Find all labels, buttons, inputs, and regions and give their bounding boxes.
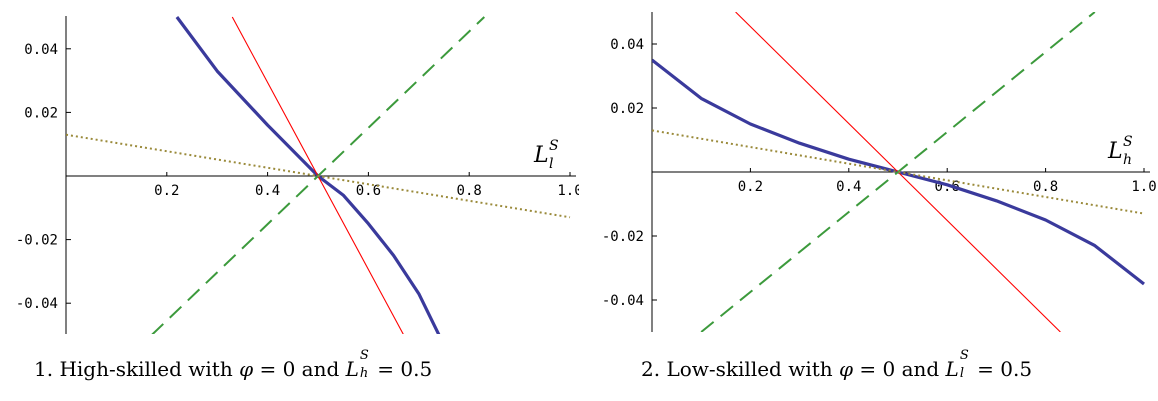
x-tick-label: 0.6 <box>356 183 381 199</box>
axis-label-sub: l <box>549 156 553 172</box>
x-tick-label: 0.8 <box>1033 179 1058 195</box>
axis-label-sup: S <box>1123 134 1133 150</box>
caption-1-prefix: 1. High-skilled with <box>34 357 240 381</box>
series-group <box>652 12 1145 332</box>
y-tick-label: 0.04 <box>24 42 58 58</box>
caption-1-sup: S <box>359 348 369 363</box>
caption-2-sup: S <box>959 348 969 363</box>
caption-2-prefix: 2. Low-skilled with <box>641 357 839 381</box>
caption-1-suffix: = 0.5 <box>370 357 433 381</box>
chart-1: 0.2 0.4 0.6 0.8 1.0 0.04 0.02 -0.02 -0.04 L Sl <box>16 16 579 334</box>
series-line-dotted <box>652 129 1145 215</box>
y-tick-label: -0.02 <box>602 229 644 245</box>
y-tick-label: 0.04 <box>610 37 644 53</box>
series-line-dotted <box>66 133 571 219</box>
x-tick-label: 1.0 <box>1131 179 1156 195</box>
axis-label-base: L <box>533 143 549 168</box>
caption-1-phi: φ <box>239 357 254 381</box>
series-line-thick-solid <box>175 16 441 334</box>
x-tick-label: 0.2 <box>738 179 763 195</box>
caption-2-phi: φ <box>839 357 854 381</box>
axis-label-base: L <box>1107 139 1123 164</box>
series-group <box>66 16 571 334</box>
caption-1-mid: = 0 and <box>253 357 346 381</box>
x-tick-label: 1.0 <box>557 183 579 199</box>
y-tick-label: 0.02 <box>24 105 58 121</box>
caption-2-mid: = 0 and <box>853 357 946 381</box>
axis-label-sub: h <box>1123 152 1132 168</box>
x-tick-label: 0.4 <box>255 183 280 199</box>
x-tick-label: 0.4 <box>836 179 861 195</box>
caption-2-suffix: = 0.5 <box>970 357 1033 381</box>
series-line-dashed <box>700 12 1096 332</box>
caption-1-sub: h <box>359 366 369 381</box>
axis-label-sup: S <box>549 138 559 154</box>
y-tick-label: -0.04 <box>16 296 58 312</box>
x-tick-label: 0.8 <box>457 183 482 199</box>
x-tick-label: 0.2 <box>154 183 179 199</box>
caption-2-sub: l <box>959 366 964 381</box>
y-tick-label: -0.04 <box>602 293 644 309</box>
caption-1-L: L <box>345 357 359 381</box>
y-tick-label: 0.02 <box>610 101 644 117</box>
y-tick-label: -0.02 <box>16 233 58 249</box>
caption-2-L: L <box>945 357 959 381</box>
chart-2: 0.2 0.4 0.6 0.8 1.00.040.02-0.02-0.04L Sh <box>602 12 1157 332</box>
